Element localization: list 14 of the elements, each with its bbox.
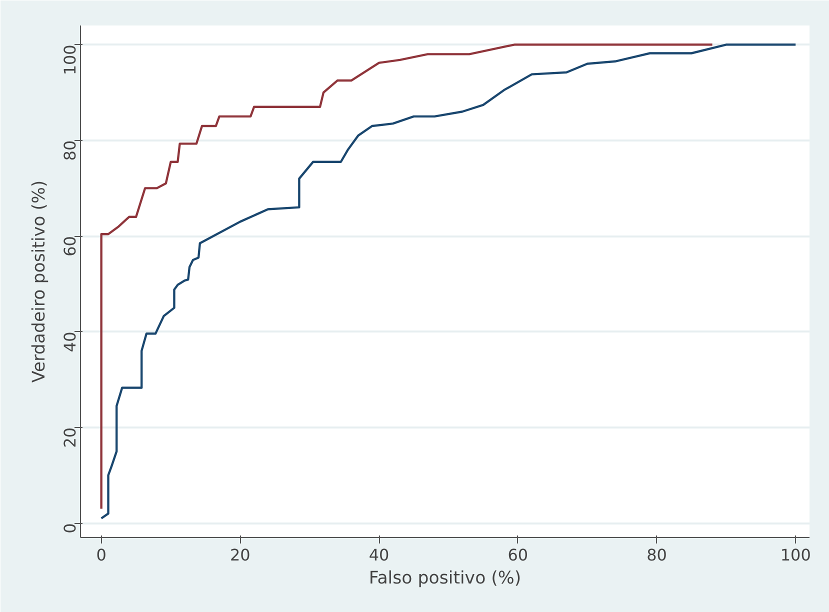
x-tick-label: 100: [780, 546, 811, 564]
x-tick-label: 0: [96, 546, 106, 564]
y-tick-label: 80: [60, 140, 80, 161]
y-tick-label: 0: [60, 523, 80, 534]
x-tick-label: 20: [230, 546, 250, 564]
x-tick-label: 40: [368, 546, 390, 564]
y-tick-label: 20: [60, 427, 80, 448]
x-axis-title: Falso positivo (%): [368, 568, 522, 588]
x-tick-label: 80: [646, 546, 667, 564]
y-tick-label: 40: [60, 332, 80, 352]
y-tick-label: 60: [60, 236, 80, 256]
x-tick-label: 60: [508, 546, 528, 564]
y-axis-title: Verdadeiro positivo (%): [30, 180, 50, 383]
y-tick-label: 100: [60, 44, 80, 76]
